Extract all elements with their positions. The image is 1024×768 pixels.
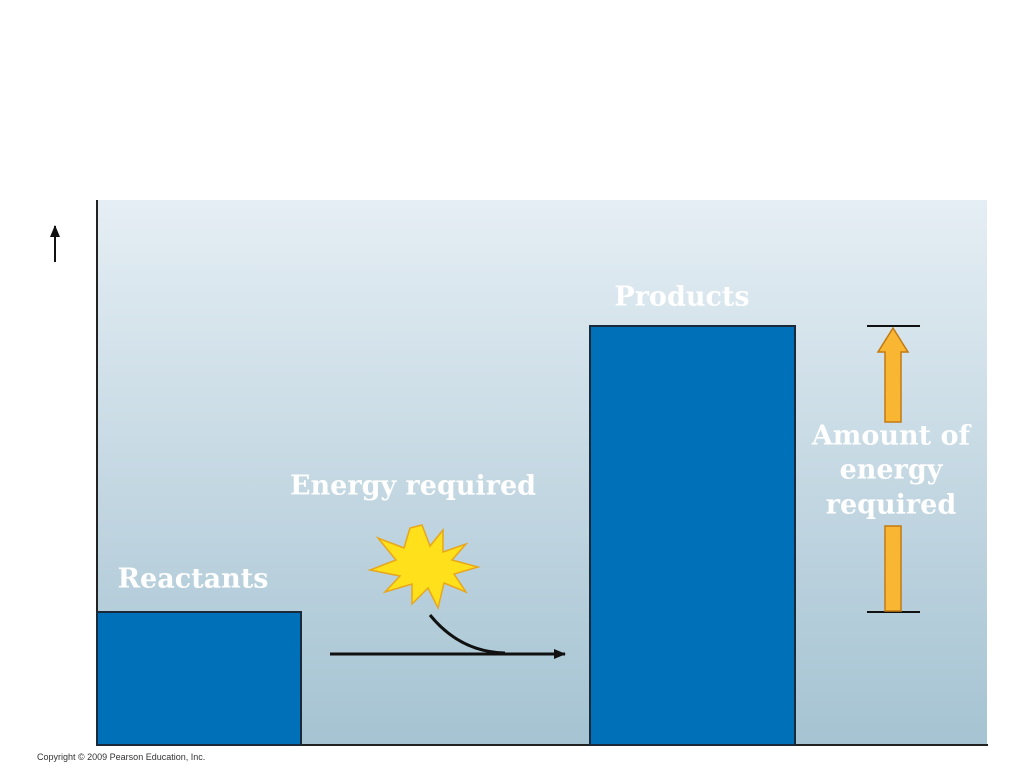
energy-input-arrow [428, 614, 506, 655]
amount-label-line: Amount of [811, 421, 973, 452]
products-bar [589, 325, 796, 746]
products-label: Products [614, 282, 749, 313]
copyright: Copyright © 2009 Pearson Education, Inc. [37, 752, 205, 762]
energy-burst [367, 524, 481, 611]
reactants-label: Reactants [118, 564, 269, 595]
amount-label-line: required [826, 490, 957, 521]
energy-difference-arrow [867, 325, 920, 613]
reactants-bar [96, 611, 302, 746]
amount-label-line: energy [840, 455, 944, 486]
energy-input-label: Energy required [290, 471, 536, 502]
